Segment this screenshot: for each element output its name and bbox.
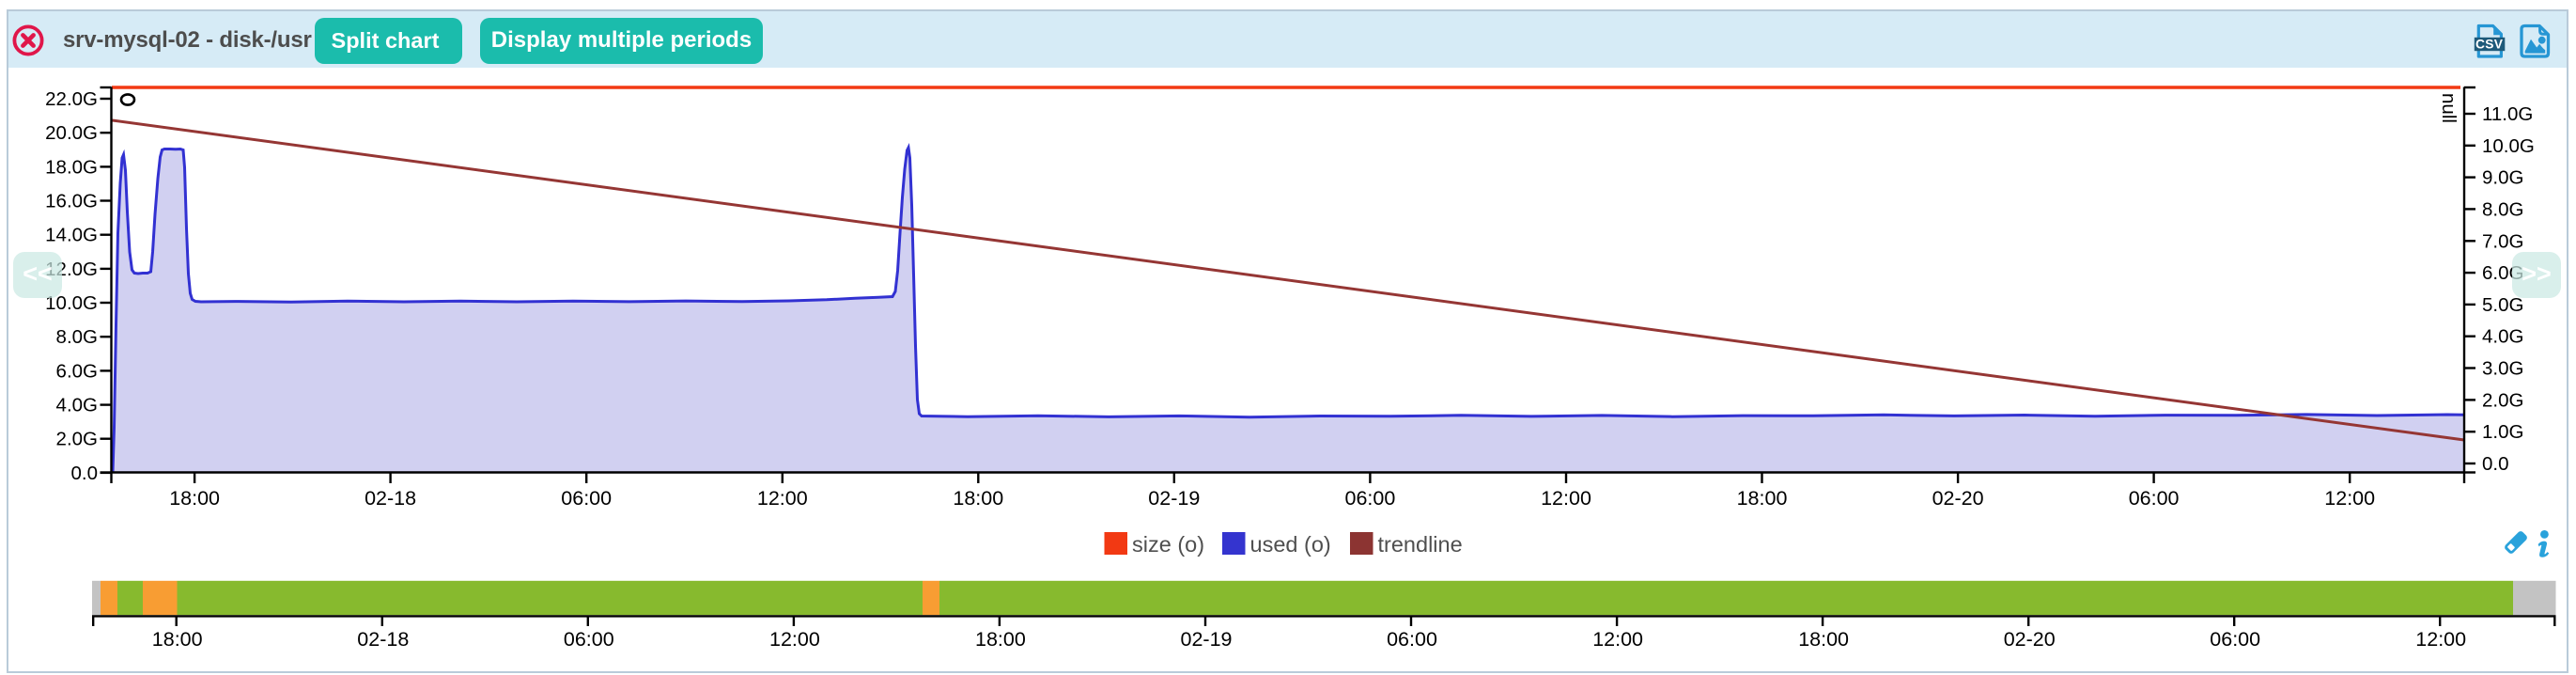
svg-text:null: null xyxy=(2438,93,2460,123)
svg-text:18:00: 18:00 xyxy=(1798,628,1849,651)
svg-text:used (o): used (o) xyxy=(1250,532,1331,557)
svg-text:02-18: 02-18 xyxy=(357,628,409,651)
svg-text:02-18: 02-18 xyxy=(365,487,416,510)
svg-text:22.0G: 22.0G xyxy=(45,88,98,110)
svg-text:9.0G: 9.0G xyxy=(2482,167,2523,189)
svg-text:06:00: 06:00 xyxy=(561,487,612,510)
svg-text:CSV: CSV xyxy=(2475,38,2504,52)
svg-text:02-19: 02-19 xyxy=(1148,487,1200,510)
svg-text:18:00: 18:00 xyxy=(975,628,1026,651)
svg-text:06:00: 06:00 xyxy=(1387,628,1437,651)
svg-text:02-19: 02-19 xyxy=(1181,628,1233,651)
svg-text:12:00: 12:00 xyxy=(2415,628,2466,651)
svg-text:12:00: 12:00 xyxy=(1541,487,1591,510)
svg-text:4.0G: 4.0G xyxy=(56,395,98,416)
svg-text:trendline: trendline xyxy=(1378,532,1463,557)
svg-text:06:00: 06:00 xyxy=(2210,628,2260,651)
svg-text:10.0G: 10.0G xyxy=(45,292,98,314)
svg-text:1.0G: 1.0G xyxy=(2482,421,2523,443)
svg-text:02-20: 02-20 xyxy=(1932,487,1984,510)
svg-text:7.0G: 7.0G xyxy=(2482,230,2523,252)
svg-text:6.0G: 6.0G xyxy=(56,360,98,382)
svg-text:18:00: 18:00 xyxy=(152,628,203,651)
svg-text:06:00: 06:00 xyxy=(564,628,614,651)
svg-text:4.0G: 4.0G xyxy=(2482,326,2523,348)
svg-text:2.0G: 2.0G xyxy=(2482,389,2523,411)
svg-text:02-20: 02-20 xyxy=(2004,628,2056,651)
svg-text:18.0G: 18.0G xyxy=(45,156,98,178)
svg-text:16.0G: 16.0G xyxy=(45,191,98,212)
svg-text:14.0G: 14.0G xyxy=(45,225,98,246)
svg-text:11.0G: 11.0G xyxy=(2482,103,2533,125)
svg-text:18:00: 18:00 xyxy=(1737,487,1788,510)
svg-text:20.0G: 20.0G xyxy=(45,122,98,144)
svg-text:0.0: 0.0 xyxy=(2482,453,2509,475)
svg-text:12:00: 12:00 xyxy=(757,487,808,510)
svg-text:5.0G: 5.0G xyxy=(2482,294,2523,316)
svg-text:10.0G: 10.0G xyxy=(2482,135,2535,157)
svg-text:06:00: 06:00 xyxy=(1344,487,1395,510)
svg-text:18:00: 18:00 xyxy=(169,487,220,510)
svg-text:06:00: 06:00 xyxy=(2129,487,2180,510)
svg-text:18:00: 18:00 xyxy=(953,487,1003,510)
svg-text:8.0G: 8.0G xyxy=(2482,198,2523,220)
svg-text:3.0G: 3.0G xyxy=(2482,358,2523,380)
svg-text:size (o): size (o) xyxy=(1132,532,1204,557)
svg-text:8.0G: 8.0G xyxy=(56,326,98,348)
svg-text:12:00: 12:00 xyxy=(2324,487,2375,510)
svg-text:12:00: 12:00 xyxy=(769,628,820,651)
svg-text:0.0: 0.0 xyxy=(71,463,99,484)
svg-text:2.0G: 2.0G xyxy=(56,429,98,450)
svg-text:12:00: 12:00 xyxy=(1592,628,1643,651)
